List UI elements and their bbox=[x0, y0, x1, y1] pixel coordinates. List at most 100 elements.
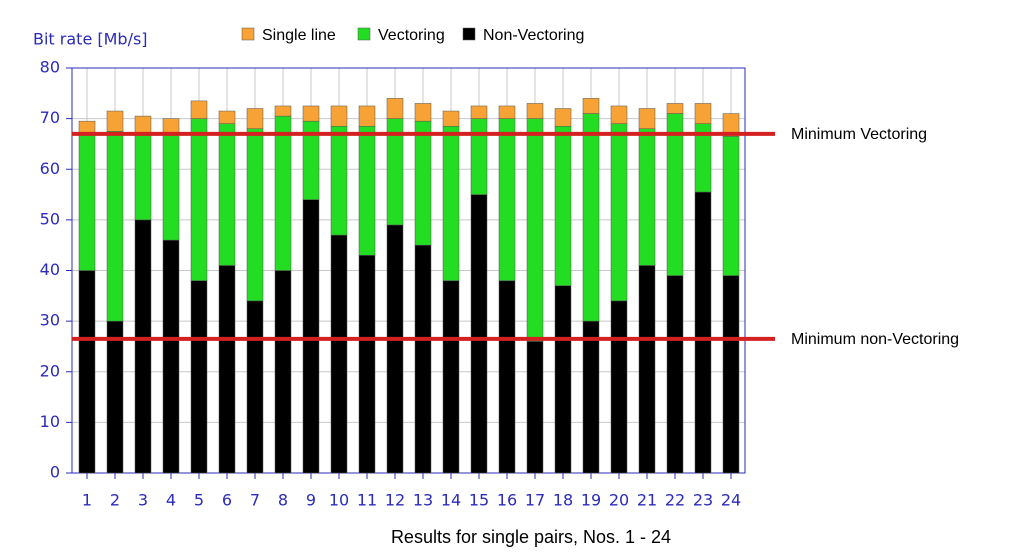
bar-segment bbox=[442, 280, 460, 474]
bar-segment bbox=[638, 128, 656, 266]
bar-segment bbox=[638, 265, 656, 474]
bar-segment bbox=[666, 113, 684, 276]
x-tick-label: 18 bbox=[553, 491, 573, 510]
bar-segment bbox=[498, 280, 516, 474]
bar-segment bbox=[218, 110, 236, 124]
bar-segment bbox=[134, 133, 152, 221]
bar-segment bbox=[162, 133, 180, 241]
bar-segment bbox=[302, 105, 320, 122]
bar-segment bbox=[274, 270, 292, 474]
bar-segment bbox=[526, 341, 544, 474]
bar-segment bbox=[386, 98, 404, 119]
bar-segment bbox=[582, 98, 600, 114]
bar-segment bbox=[274, 115, 292, 271]
bar-segment bbox=[414, 244, 432, 474]
bar-segment bbox=[554, 108, 572, 127]
x-tick-label: 11 bbox=[357, 491, 377, 510]
x-tick-label: 23 bbox=[693, 491, 713, 510]
bar-segment bbox=[610, 123, 628, 302]
bar-segment bbox=[190, 280, 208, 474]
bar-segment bbox=[666, 103, 684, 114]
bar-segment bbox=[498, 118, 516, 281]
legend-label: Single line bbox=[262, 27, 336, 44]
bar-segment bbox=[274, 105, 292, 117]
x-axis-label: Results for single pairs, Nos. 1 - 24 bbox=[391, 527, 671, 547]
bar-segment bbox=[78, 133, 96, 271]
x-tick-label: 4 bbox=[166, 491, 176, 510]
x-tick-label: 19 bbox=[581, 491, 601, 510]
reference-label: Minimum non-Vectoring bbox=[791, 331, 959, 348]
x-tick-label: 10 bbox=[329, 491, 349, 510]
bar-segment bbox=[666, 275, 684, 474]
bar-segment bbox=[386, 224, 404, 474]
bar-segment bbox=[442, 125, 460, 281]
legend-label: Vectoring bbox=[378, 27, 445, 44]
x-tick-label: 9 bbox=[306, 491, 316, 510]
legend-label: Non-Vectoring bbox=[483, 27, 584, 44]
bar-segment bbox=[162, 118, 180, 135]
bar-segment bbox=[610, 105, 628, 124]
y-tick-label: 40 bbox=[40, 260, 60, 279]
x-tick-label: 5 bbox=[194, 491, 204, 510]
bar-segment bbox=[134, 115, 152, 135]
y-tick-label: 70 bbox=[40, 108, 60, 127]
bar-segment bbox=[722, 136, 740, 276]
bar-segment bbox=[218, 123, 236, 266]
y-axis-label: Bit rate [Mb/s] bbox=[33, 30, 148, 49]
bar-segment bbox=[470, 118, 488, 195]
y-tick-label: 20 bbox=[40, 361, 60, 380]
x-tick-label: 3 bbox=[138, 491, 148, 510]
bar-segment bbox=[414, 120, 432, 246]
x-tick-label: 1 bbox=[82, 491, 92, 510]
x-tick-label: 17 bbox=[525, 491, 545, 510]
y-tick-label: 10 bbox=[40, 412, 60, 431]
bar-segment bbox=[470, 194, 488, 474]
bar-segment bbox=[414, 103, 432, 122]
bar-segment bbox=[358, 255, 376, 474]
x-tick-label: 6 bbox=[222, 491, 232, 510]
x-tick-label: 15 bbox=[469, 491, 489, 510]
bar-segment bbox=[218, 265, 236, 474]
bar-segment bbox=[582, 320, 600, 474]
bar-segment bbox=[246, 300, 264, 474]
bar-segment bbox=[330, 234, 348, 474]
y-tick-label: 0 bbox=[50, 463, 60, 482]
bar-segment bbox=[246, 128, 264, 302]
bar-segment bbox=[470, 105, 488, 119]
bar-segment bbox=[694, 191, 712, 474]
bar-segment bbox=[246, 108, 264, 129]
bar-segment bbox=[190, 118, 208, 281]
y-tick-label: 60 bbox=[40, 159, 60, 178]
y-tick-label: 50 bbox=[40, 209, 60, 228]
x-tick-label: 12 bbox=[385, 491, 405, 510]
x-tick-label: 21 bbox=[637, 491, 657, 510]
x-tick-label: 16 bbox=[497, 491, 517, 510]
bar-segment bbox=[358, 105, 376, 127]
bar-segment bbox=[106, 110, 124, 132]
bar-segment bbox=[610, 300, 628, 474]
bar-segment bbox=[330, 105, 348, 127]
x-tick-label: 7 bbox=[250, 491, 260, 510]
x-tick-label: 14 bbox=[441, 491, 461, 510]
bar-segment bbox=[722, 275, 740, 474]
x-tick-label: 8 bbox=[278, 491, 288, 510]
bar-segment bbox=[526, 103, 544, 119]
bar-segment bbox=[330, 125, 348, 236]
bar-segment bbox=[554, 125, 572, 286]
bar-segment bbox=[162, 239, 180, 474]
bar-segment bbox=[358, 125, 376, 256]
y-tick-label: 80 bbox=[40, 58, 60, 77]
bar-segment bbox=[442, 110, 460, 127]
bar-segment bbox=[694, 103, 712, 124]
plot-frame bbox=[71, 67, 746, 474]
bar-segment bbox=[554, 285, 572, 474]
x-tick-label: 24 bbox=[721, 491, 741, 510]
x-tick-label: 20 bbox=[609, 491, 629, 510]
x-tick-label: 13 bbox=[413, 491, 433, 510]
bar-segment bbox=[526, 118, 544, 342]
bar-segment bbox=[582, 113, 600, 322]
bar-segment bbox=[498, 105, 516, 119]
y-tick-label: 30 bbox=[40, 311, 60, 330]
bar-segment bbox=[722, 113, 740, 137]
